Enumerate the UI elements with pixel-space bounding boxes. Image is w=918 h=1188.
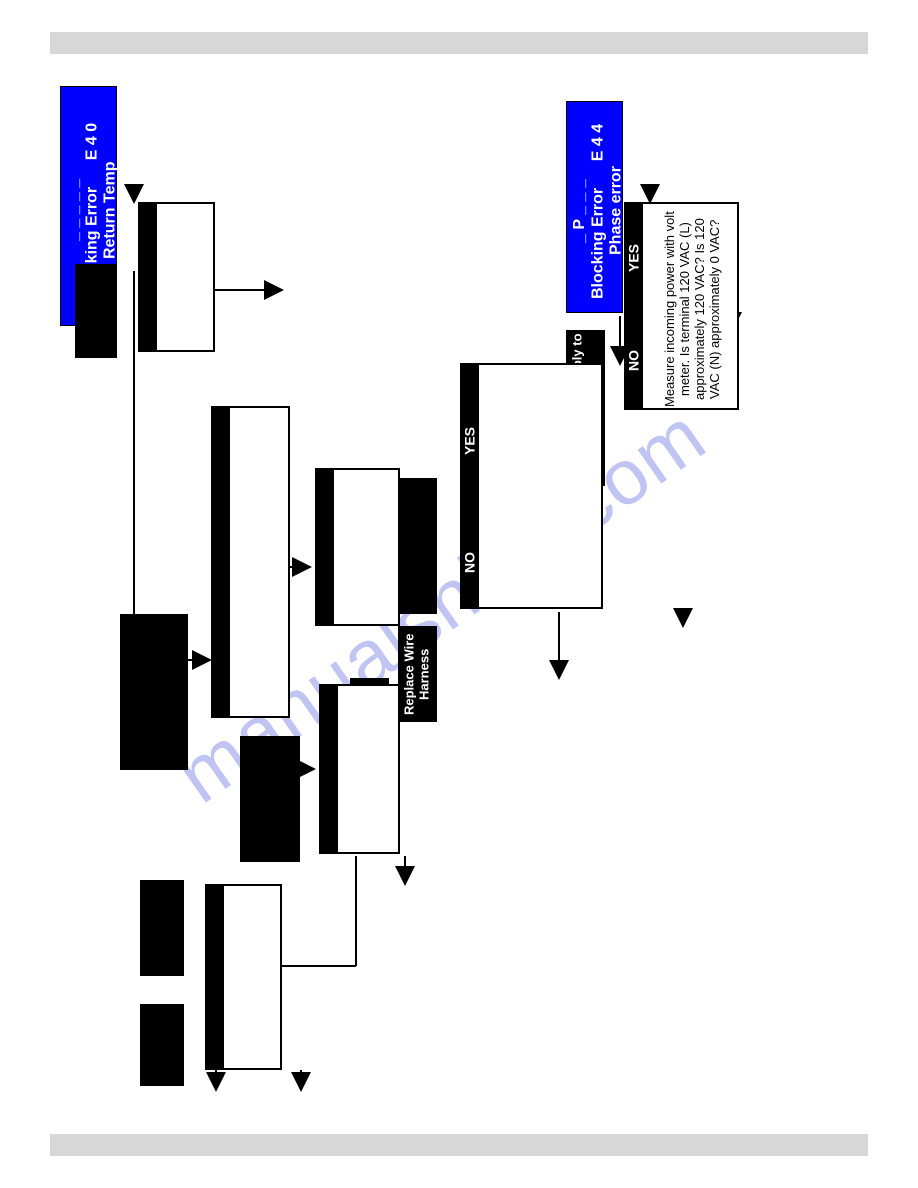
right-yes-result2 [398,478,437,614]
right-box1-yes: YES [624,202,643,314]
right-no-result2-label: Replace Wire Harness [398,626,437,722]
left-title-line3: Return Temp [102,161,119,258]
right-box1: Measure incoming power with volt meter. … [641,202,739,410]
right-box2-no-label: NO [462,519,477,607]
arrows-layer [0,0,918,1188]
left-lower-yes [319,684,338,772]
left-box1 [155,202,215,352]
right-title-line3: Phase error [608,167,625,256]
left-big-box [228,406,290,718]
right-box2-no: NO [460,517,479,609]
right-title-line2: Blocking Error [589,187,606,298]
left-mid-no [315,546,334,626]
left-box1-yes [138,202,157,272]
right-title-line1: _ P _ _ _ [571,179,588,243]
left-mid-box [332,468,400,626]
left-title-line1: _ _ _ _ _ [65,179,82,241]
right-box1-text: Measure incoming power with volt meter. … [643,204,743,414]
right-no-result2: Replace Wire Harness [398,626,437,722]
right-title-code: E 4 4 [589,123,606,160]
left-lower2-yes [205,884,224,980]
left-mid-black [240,736,300,862]
top-bar [50,32,868,54]
left-box1-no [138,270,157,352]
right-box1-no: NO [624,312,643,410]
left-big-yes [211,406,230,576]
right-box2-yes: YES [460,363,479,519]
right-title-box: _ P _ _ _ Blocking Error E 4 4 Phase err… [566,101,623,313]
left-side-black [120,614,188,770]
left-mid-yes [315,468,334,548]
right-box1-yes-label: YES [626,204,641,312]
right-box2-yes-label: YES [462,365,477,517]
bottom-bar [50,1134,868,1156]
left-lower-no [319,770,338,854]
left-end-black2 [140,1004,184,1086]
left-lower2-no [205,978,224,1070]
left-title-code: E 4 0 [83,122,100,159]
left-lower2-box [222,884,282,1070]
left-lower-box [336,684,400,854]
left-end-black1 [140,880,184,976]
left-big-no [211,574,230,718]
right-box1-no-label: NO [626,314,641,408]
left-small-black1 [75,264,117,358]
right-box2 [477,363,603,609]
